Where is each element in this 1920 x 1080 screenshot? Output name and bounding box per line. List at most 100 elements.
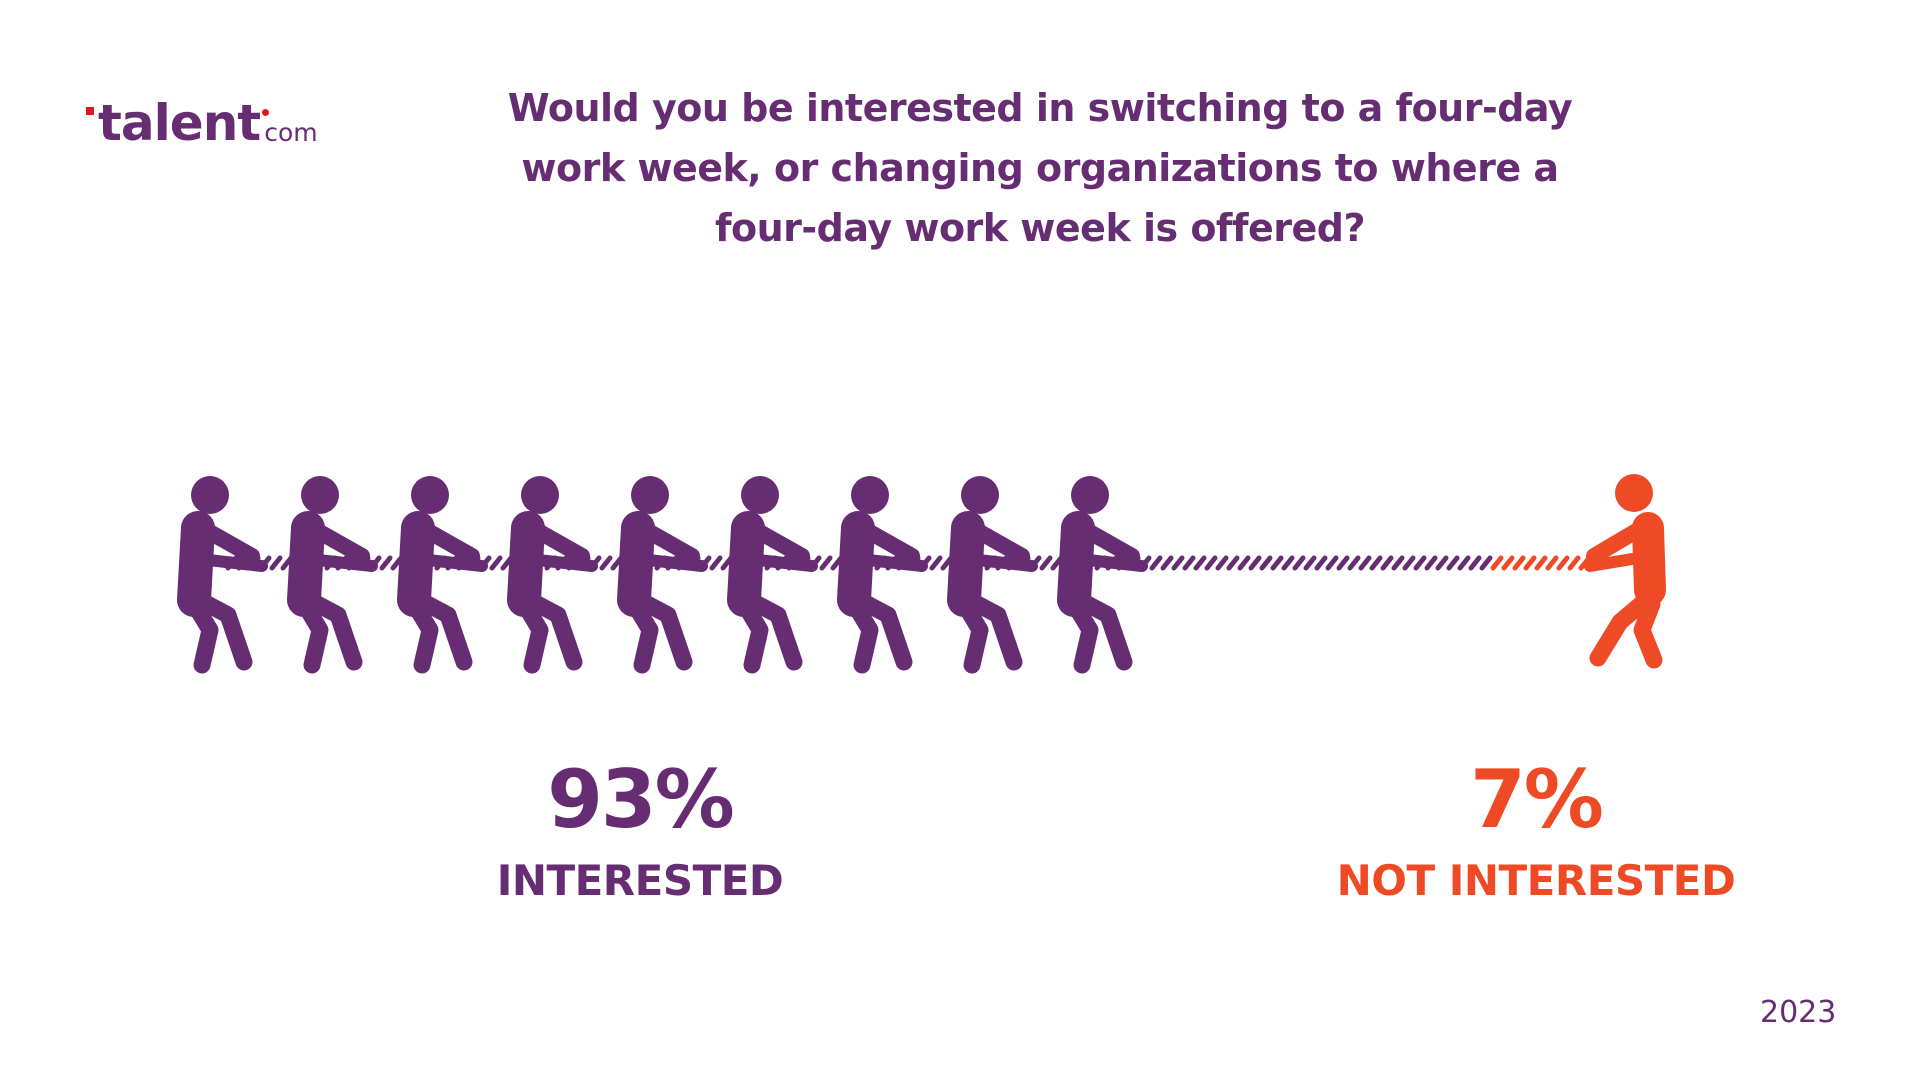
rope-strand (1479, 555, 1493, 571)
rope-strand (379, 555, 393, 571)
rope-strand (1314, 555, 1328, 571)
logo-suffix: com (264, 118, 318, 147)
person-front-leg (957, 589, 1023, 671)
year-label: 2023 (1760, 995, 1837, 1030)
not-interested-person-icon (1584, 474, 1666, 669)
person-head (961, 476, 999, 514)
person-forearm (642, 554, 708, 572)
rope-strand (1237, 555, 1251, 571)
person-front-leg (297, 589, 363, 671)
rope-strand (929, 555, 943, 571)
rope-strand (1325, 555, 1339, 571)
logo-wordmark: talent (98, 94, 261, 152)
interested-person-icon (617, 476, 708, 674)
label-not-interested: NOT INTERESTED (1336, 856, 1736, 905)
person-torso (617, 511, 655, 617)
rope-strand (1204, 555, 1218, 571)
rope-strand (489, 555, 503, 571)
person-front-leg (1067, 589, 1133, 671)
rope-strand (1435, 555, 1449, 571)
rope-strand (269, 555, 283, 571)
person-arm (1078, 522, 1140, 564)
person-forearm (532, 554, 598, 572)
interested-person-icon (1057, 476, 1148, 674)
rope-strand (1039, 555, 1053, 571)
person-back-leg (189, 601, 219, 674)
rope-strand (1303, 555, 1317, 571)
interested-person-icon (947, 476, 1038, 674)
person-head (301, 476, 339, 514)
person-head (851, 476, 889, 514)
rope-strand (1171, 555, 1185, 571)
person-head (521, 476, 559, 514)
person-head (191, 476, 229, 514)
person-arm (308, 522, 370, 564)
talent-logo: talent com (86, 88, 318, 148)
rope-strand (1336, 555, 1350, 571)
rope-strand (1182, 555, 1196, 571)
rope-strand (1413, 555, 1427, 571)
person-torso (1632, 512, 1666, 606)
person-torso (177, 511, 215, 617)
logo-accent-dot (262, 109, 270, 116)
rope-strand (1292, 555, 1306, 571)
person-arm (638, 522, 700, 564)
rope-strand (1468, 555, 1482, 571)
person-back-leg (1633, 595, 1663, 669)
rope-strand (1446, 555, 1460, 571)
value-interested-percent: 93% (547, 753, 734, 846)
person-front-leg (627, 589, 693, 671)
person-head (411, 476, 449, 514)
person-forearm (1584, 552, 1644, 572)
person-arm (198, 522, 260, 564)
rope-strand (1556, 555, 1570, 571)
person-front-leg (407, 589, 473, 671)
person-head (1615, 474, 1653, 512)
person-torso (727, 511, 765, 617)
rope-strand (1457, 555, 1471, 571)
rope-strand (1567, 555, 1581, 571)
rope-strand (1523, 555, 1537, 571)
person-arm (748, 522, 810, 564)
person-front-leg (1589, 591, 1655, 667)
person-forearm (422, 554, 488, 572)
rope-strand (1193, 555, 1207, 571)
interested-person-icon (177, 476, 268, 674)
person-back-leg (849, 601, 879, 674)
person-forearm (202, 554, 268, 572)
person-torso (507, 511, 545, 617)
chart-title: Would you be interested in switching to … (507, 86, 1573, 250)
person-back-leg (739, 601, 769, 674)
interested-person-icon (507, 476, 598, 674)
rope-strand (1424, 555, 1438, 571)
rope-strand (1369, 555, 1383, 571)
rope-strand (1512, 555, 1526, 571)
value-not-interested-percent: 7% (1470, 753, 1604, 846)
person-back-leg (519, 601, 549, 674)
person-front-leg (517, 589, 583, 671)
person-torso (397, 511, 435, 617)
logo-accent-square (86, 107, 94, 115)
person-forearm (862, 554, 928, 572)
person-back-leg (629, 601, 659, 674)
person-back-leg (409, 601, 439, 674)
rope-strand (1149, 555, 1163, 571)
rope-strand (1226, 555, 1240, 571)
rope-strand (1281, 555, 1295, 571)
person-head (741, 476, 779, 514)
person-arm (528, 522, 590, 564)
rope-strand (1270, 555, 1284, 571)
person-arm (858, 522, 920, 564)
person-back-leg (1069, 601, 1099, 674)
person-torso (287, 511, 325, 617)
rope-strand (1160, 555, 1174, 571)
person-front-leg (847, 589, 913, 671)
rope-strand (1501, 555, 1515, 571)
person-forearm (752, 554, 818, 572)
rope-strand (599, 555, 613, 571)
rope-strand (1358, 555, 1372, 571)
rope-strand (1248, 555, 1262, 571)
interested-person-icon (397, 476, 488, 674)
person-arm (418, 522, 480, 564)
